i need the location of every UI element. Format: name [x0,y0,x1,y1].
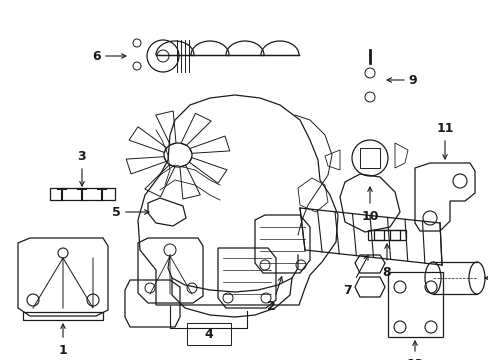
Text: 2: 2 [266,301,275,314]
Bar [50,188,115,200]
Text: 11: 11 [435,122,453,135]
Text: 8: 8 [382,266,390,279]
Bar [387,272,442,337]
Bar [23,312,103,320]
Text: 1: 1 [59,343,67,356]
Text: 13: 13 [406,357,423,360]
Bar [367,230,405,240]
Text: 6: 6 [93,49,101,63]
Bar [186,323,230,345]
Text: 9: 9 [408,73,416,86]
Text: 4: 4 [203,328,212,341]
Text: 7: 7 [343,284,352,297]
Text: 5: 5 [111,206,120,219]
Text: 3: 3 [78,149,86,162]
Text: 10: 10 [361,210,378,222]
